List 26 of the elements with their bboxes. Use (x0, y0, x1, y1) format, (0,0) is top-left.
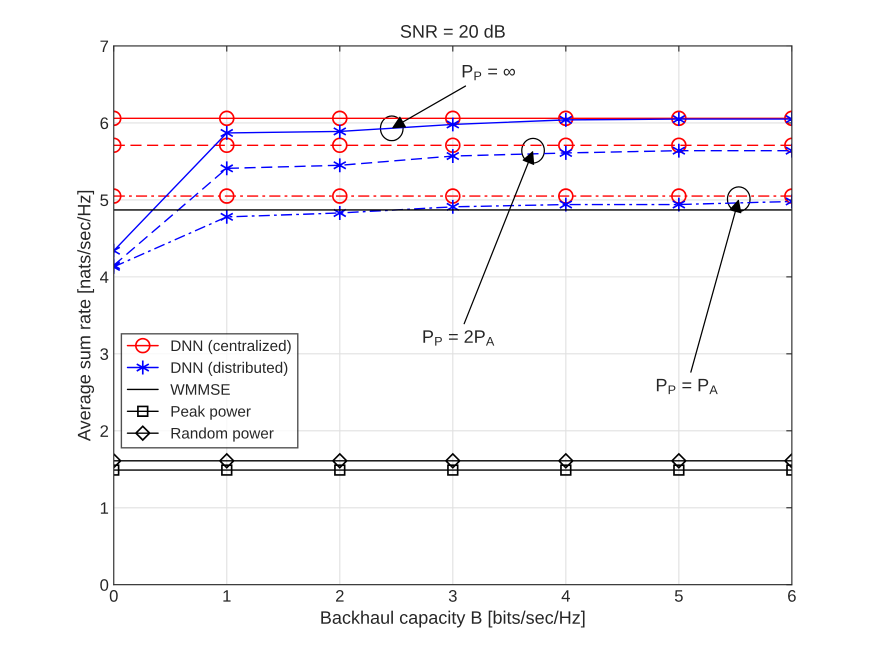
y-tick-label: 0 (100, 579, 108, 591)
x-tick-label: 3 (448, 590, 457, 602)
legend-label: DNN (centralized) (172, 340, 291, 354)
legend-label: Random power (172, 427, 274, 442)
y-tick-label: 6 (100, 117, 108, 130)
y-tick-label: 7 (100, 40, 108, 52)
y-tick-label: 3 (100, 348, 108, 360)
y-axis-title: Average sum rate [nats/sec/Hz] (77, 190, 94, 442)
x-axis-title: Backhaul capacity B [bits/sec/Hz] (321, 610, 584, 628)
x-tick-label: 2 (336, 590, 344, 602)
legend-label: Peak power (172, 406, 251, 420)
x-tick-label: 0 (110, 590, 118, 602)
x-tick-label: 1 (223, 590, 231, 602)
x-tick-label: 4 (562, 590, 570, 602)
y-tick-label: 5 (100, 194, 108, 206)
y-tick-label: 1 (100, 502, 108, 514)
annotation: P$_{P}$ = P$_{A}$ (656, 378, 718, 394)
chart-title: SNR = 20 dB (400, 24, 505, 38)
legend-label: WMMSE (170, 384, 230, 395)
annotation: P$_{P}$ = 2P$_{A}$ (423, 330, 494, 346)
y-tick-label: 4 (100, 271, 108, 283)
x-tick-label: 6 (788, 590, 796, 602)
legend-label: DNN (distributed) (172, 362, 288, 376)
x-tick-label: 5 (674, 590, 683, 602)
y-tick-label: 2 (100, 425, 108, 437)
annotation: P$_{P}$ = ∞ (462, 64, 516, 80)
